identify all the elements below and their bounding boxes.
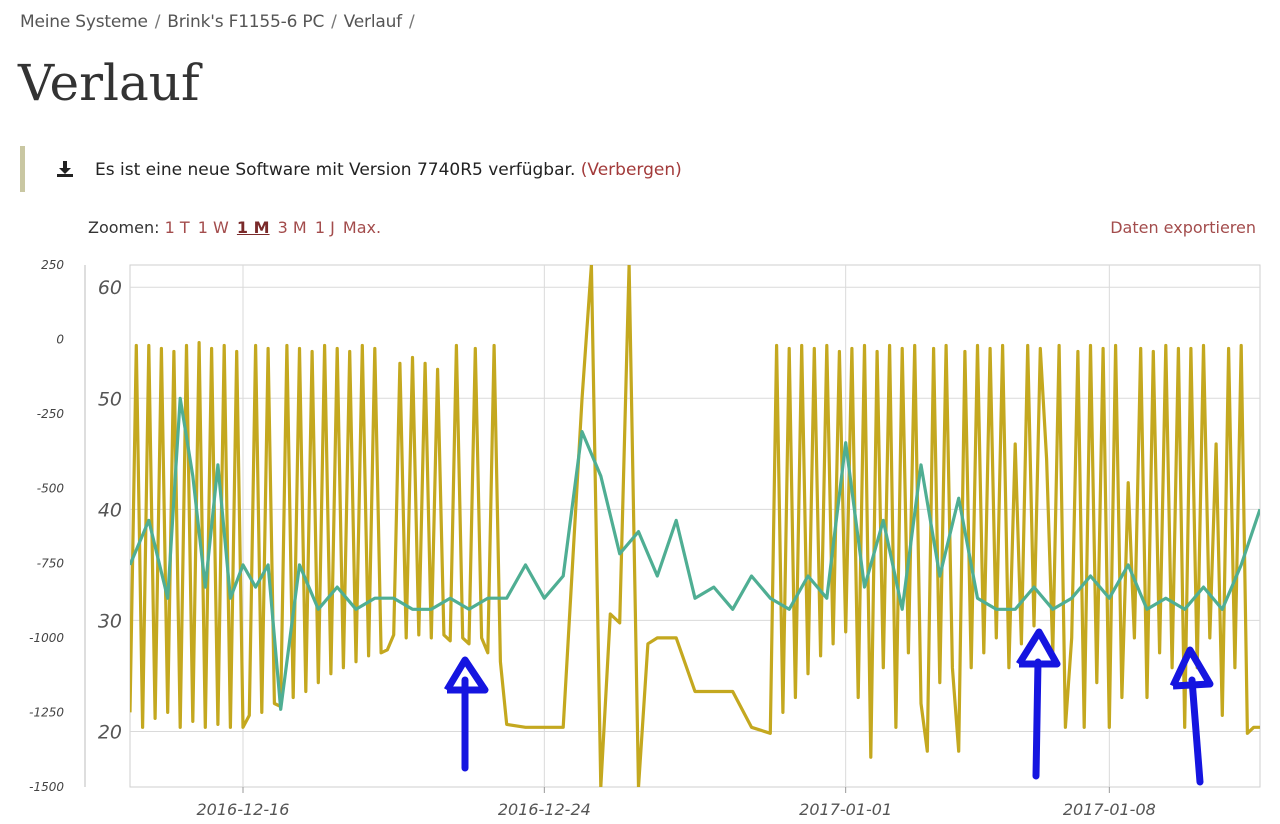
chart-grid — [129, 264, 1261, 788]
inner-tick-label: 50 — [98, 388, 122, 410]
right-axis: 60 50 40 30 20 — [98, 277, 122, 743]
breadcrumb-item-systems[interactable]: Meine Systeme — [20, 12, 148, 32]
plot-border — [129, 264, 1261, 788]
page-title: Verlauf — [18, 54, 200, 112]
x-tick-label: 2017-01-08 — [1063, 800, 1156, 819]
arrow-up-icon — [443, 656, 489, 772]
software-update-notice: Es ist eine neue Software mit Version 77… — [20, 146, 925, 192]
series-line-olive — [130, 265, 1260, 787]
export-data-link[interactable]: Daten exportieren — [1110, 218, 1256, 237]
left-tick-label: 0 — [56, 333, 64, 347]
breadcrumb-separator: / — [154, 12, 161, 32]
breadcrumb-item-device[interactable]: Brink's F1155-6 PC — [167, 12, 325, 32]
inner-tick-label: 20 — [98, 721, 122, 743]
zoom-option-1t[interactable]: 1 T — [164, 218, 190, 237]
inner-tick-label: 40 — [98, 499, 122, 521]
left-tick-label: -500 — [37, 482, 65, 496]
zoom-option-1j[interactable]: 1 J — [314, 218, 335, 237]
zoom-label: Zoomen: — [88, 218, 160, 237]
left-tick-label: -1250 — [29, 705, 64, 719]
zoom-option-1m[interactable]: 1 M — [236, 218, 270, 237]
download-icon — [57, 161, 73, 177]
breadcrumb-separator: / — [331, 12, 337, 32]
zoom-option-1w[interactable]: 1 W — [197, 218, 229, 237]
x-tick-label: 2017-01-01 — [799, 800, 892, 819]
inner-tick-label: 30 — [98, 610, 122, 632]
x-tick-label: 2016-12-16 — [197, 800, 290, 819]
notice-text: Es ist eine neue Software mit Version 77… — [95, 160, 682, 180]
breadcrumb: Meine Systeme / Brink's F1155-6 PC / Verlauf… — [20, 12, 421, 32]
arrow-up-icon — [1169, 646, 1214, 786]
x-axis: 2016-12-16 2016-12-24 2017-01-01 2017-01-08 — [197, 787, 1156, 819]
notice-message: Es ist eine neue Software mit Version 77… — [95, 160, 576, 180]
zoom-option-max[interactable]: Max. — [342, 218, 382, 237]
arrow-up-icon — [1016, 628, 1061, 780]
left-tick-label: -1000 — [29, 631, 64, 645]
left-tick-label: -250 — [37, 407, 65, 421]
left-tick-label: -1500 — [29, 780, 64, 794]
x-tick-label: 2016-12-24 — [498, 800, 591, 819]
hide-notice-link[interactable]: (Verbergen) — [580, 160, 682, 180]
breadcrumb-separator: / — [408, 12, 415, 32]
left-axis: 250 0 -250 -500 -750 -1000 -1250 -1500 — [29, 258, 86, 794]
series-line-teal — [130, 396, 1260, 711]
zoom-option-3m[interactable]: 3 M — [277, 218, 307, 237]
left-tick-label: 250 — [41, 258, 64, 272]
breadcrumb-item-history[interactable]: Verlauf — [343, 12, 402, 32]
annotation-arrows — [443, 628, 1214, 786]
left-tick-label: -750 — [37, 556, 65, 570]
zoom-controls: Zoomen: 1 T 1 W 1 M 3 M 1 J Max. — [88, 218, 384, 237]
inner-tick-label: 60 — [98, 277, 122, 299]
chart-series — [130, 265, 1260, 787]
